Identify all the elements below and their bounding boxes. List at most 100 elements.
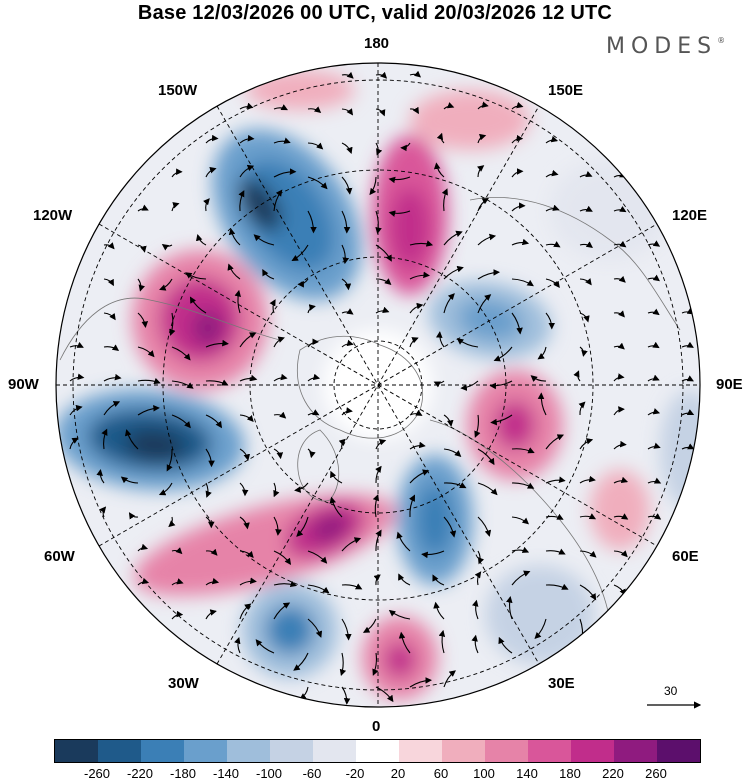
wind-arrow — [273, 168, 297, 178]
wind-arrow — [69, 373, 85, 382]
wind-arrow — [307, 142, 324, 150]
wind-arrow — [137, 312, 149, 328]
colorbar-swatch — [528, 740, 571, 762]
wind-arrow — [477, 133, 487, 144]
anomaly-region — [238, 178, 282, 232]
colorbar-swatch — [485, 740, 528, 762]
wind-arrow — [375, 529, 382, 552]
wind-arrow — [291, 244, 309, 262]
wind-arrow — [341, 537, 362, 552]
wind-arrow — [69, 341, 84, 348]
wind-arrow — [613, 205, 627, 213]
colorbar-swatch — [313, 740, 356, 762]
wind-arrow — [613, 342, 625, 350]
wind-arrow — [443, 670, 456, 688]
wind-arrow — [436, 132, 445, 144]
wind-arrow — [579, 278, 592, 286]
wind-arrow — [341, 142, 353, 155]
anomaly-region — [485, 565, 595, 665]
wind-arrow — [647, 374, 660, 382]
wind-arrow — [99, 506, 107, 518]
wind-arrow — [205, 339, 229, 348]
wind-arrow — [205, 577, 220, 586]
wind-arrow — [438, 629, 446, 654]
wind-arrow — [273, 411, 287, 419]
wind-arrow — [409, 240, 434, 247]
colorbar-swatch — [399, 740, 442, 762]
wind-arrow — [341, 108, 354, 116]
wind-arrow — [579, 584, 597, 601]
anomaly-region — [245, 70, 355, 110]
wind-arrow — [329, 496, 343, 518]
lon-label-30e: 30E — [548, 675, 575, 692]
wind-arrow — [205, 609, 217, 620]
wind-arrow — [171, 346, 191, 361]
wind-arrow — [443, 482, 467, 489]
wind-arrow — [647, 274, 660, 282]
wind-arrow — [330, 470, 343, 484]
wind-arrow — [69, 437, 79, 450]
wind-arrow — [307, 176, 328, 190]
wind-arrow — [372, 494, 380, 518]
wind-arrow — [171, 168, 183, 178]
anomaly-region — [550, 160, 670, 260]
wind-arrow — [613, 310, 625, 318]
wind-arrow — [273, 448, 284, 460]
wind-arrow — [103, 242, 115, 250]
wind-arrow — [545, 548, 566, 555]
lon-label-30w: 30W — [168, 675, 199, 692]
wind-arrow — [477, 550, 485, 565]
anomaly-region — [660, 390, 700, 510]
lon-label-150e: 150E — [548, 82, 584, 99]
wind-arrow — [613, 476, 629, 484]
wind-arrow — [578, 401, 586, 416]
wind-arrow — [103, 401, 121, 416]
wind-arrow — [159, 278, 173, 291]
wind-arrow — [273, 516, 282, 536]
wind-arrow — [443, 102, 455, 110]
wind-arrow — [341, 618, 352, 641]
wind-arrow — [69, 404, 83, 416]
wind-arrow — [103, 278, 114, 287]
wind-arrow — [511, 134, 524, 144]
brand-logo: MODES® — [606, 34, 726, 59]
wind-arrow — [400, 142, 411, 152]
wind-arrow — [205, 482, 212, 498]
colorbar-tick-label: -100 — [255, 766, 283, 781]
graticule — [56, 63, 700, 707]
wind-arrow — [573, 370, 581, 382]
wind-arrow — [443, 414, 454, 427]
wind-arrow — [239, 516, 250, 530]
wind-arrow — [341, 308, 354, 315]
wind-arrow — [579, 550, 597, 558]
wind-arrow — [161, 243, 173, 251]
wind-arrow — [534, 618, 547, 639]
wind-arrow — [477, 269, 500, 280]
wind-arrow — [443, 230, 463, 246]
wind-arrow — [511, 447, 535, 454]
wind-arrow — [171, 610, 184, 620]
wind-arrow — [681, 409, 695, 416]
wind-arrow — [341, 407, 353, 416]
wind-arrow — [273, 336, 285, 348]
anomaly-region — [390, 188, 430, 268]
wind-arrow — [205, 166, 217, 178]
wind-arrow — [421, 550, 445, 559]
wind-arrow — [432, 574, 445, 586]
colorbar-tick-label: 100 — [473, 766, 495, 781]
wind-arrow — [511, 202, 526, 212]
reference-vector-label: 30 — [664, 684, 678, 698]
colorbar-tick-label: -260 — [83, 766, 111, 781]
wind-arrow — [579, 475, 596, 484]
lon-label-90w: 90W — [8, 376, 39, 393]
wind-arrow — [471, 634, 479, 654]
wind-arrow — [234, 636, 241, 654]
wind-arrow — [203, 198, 210, 212]
wind-arrow — [441, 188, 448, 212]
anomaly-region — [417, 485, 453, 555]
colorbar-swatch — [442, 740, 485, 762]
wind-arrow — [273, 602, 291, 620]
wind-arrow — [477, 448, 495, 466]
wind-arrow — [681, 443, 695, 450]
wind-arrow — [307, 584, 330, 594]
